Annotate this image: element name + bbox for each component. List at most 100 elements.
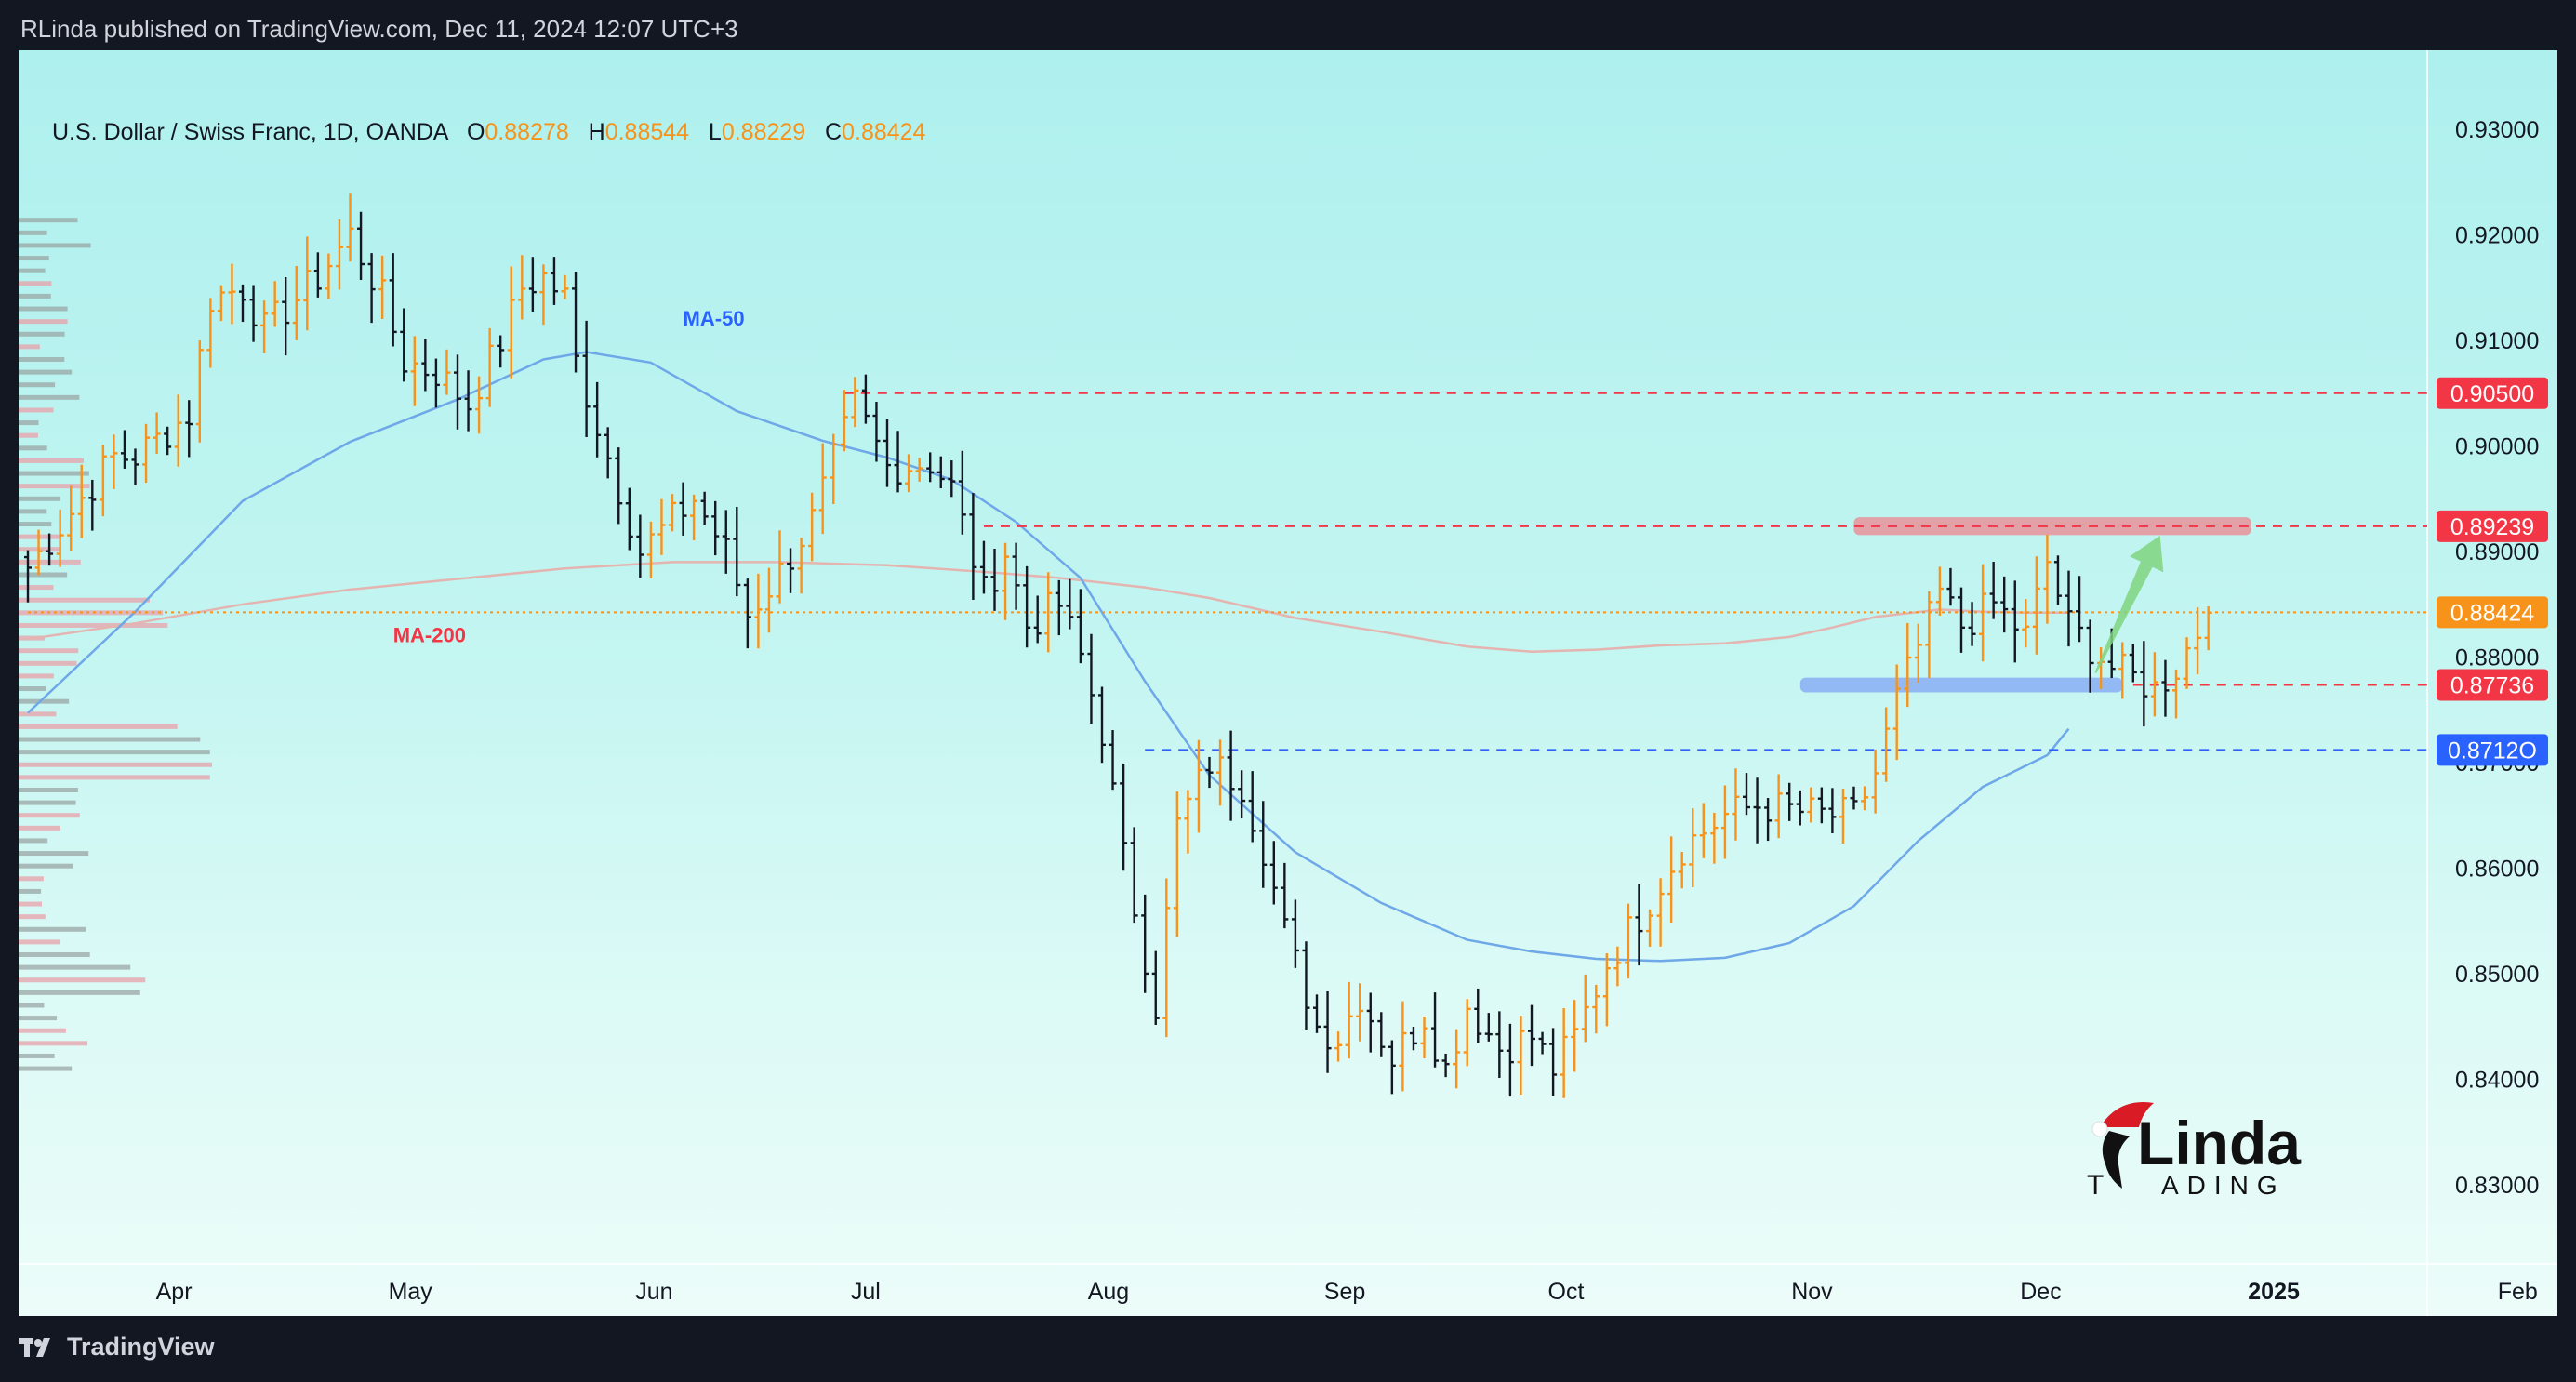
volume-profile-row [19, 496, 60, 501]
ohlc-bar [1571, 1000, 1579, 1072]
ohlc-bar [485, 327, 494, 407]
x-tick-label: Aug [1088, 1279, 1129, 1305]
volume-profile-row [19, 432, 38, 438]
low-label: L [708, 119, 722, 145]
close-value: 0.88424 [842, 119, 926, 145]
time-axis[interactable]: Apr May Jun Jul Aug Sep Oct Nov Dec 2025 Feb [156, 1279, 2538, 1305]
ohlc-bar [1624, 903, 1632, 979]
volume-profile-row [19, 293, 51, 299]
footer-bar [0, 1316, 2576, 1382]
volume-profile-row [19, 281, 52, 286]
ohlc-bar [1796, 790, 1804, 826]
zones [1799, 517, 2251, 693]
ohlc-bar [830, 433, 838, 505]
tradingview-brand[interactable]: TradingView [19, 1333, 215, 1362]
ohlc-bar [1549, 1028, 1558, 1096]
ohlc-bar [77, 464, 86, 538]
ohlc-bar [1968, 602, 1976, 646]
price-label-text: 0.88424 [2450, 600, 2534, 626]
ohlc-bar [625, 487, 633, 551]
ohlc-bar [1839, 789, 1847, 844]
ohlc-bar [1646, 909, 1654, 947]
volume-profile-row [19, 698, 70, 704]
zone-blue [1799, 677, 2123, 693]
volume-profile-row [19, 952, 90, 958]
ohlc-bar [979, 540, 988, 594]
ohlc-bar [217, 285, 225, 322]
ohlc-bar [1538, 1031, 1547, 1055]
ohlc-bar [1259, 801, 1268, 888]
ohlc-bar [776, 530, 784, 604]
volume-profile-row [19, 851, 89, 857]
ohlc-bar [1581, 974, 1589, 1043]
volume-profile-row [19, 572, 68, 578]
ohlc-bar [153, 412, 161, 454]
ohlc-bar [669, 494, 676, 532]
volume-profile-row [19, 1016, 58, 1021]
header-bar: RLinda published on TradingView.com, Dec… [0, 0, 2576, 50]
ohlc-bar [1238, 770, 1246, 819]
santa-hat-icon [2100, 1102, 2154, 1127]
ohlc-bar [550, 257, 558, 305]
ohlc-bar [1935, 566, 1944, 617]
ohlc-bar [2086, 619, 2094, 693]
volume-profile-row [19, 369, 73, 375]
y-tick-label: 0.92000 [2455, 223, 2539, 249]
logo-initial: T [2087, 1170, 2109, 1201]
volume-profile-row [19, 787, 78, 792]
open-label: O [466, 119, 485, 145]
logo-text-top: Linda [2137, 1109, 2302, 1177]
ohlc-bar [249, 285, 258, 342]
ohlc-bar [174, 394, 182, 467]
ohlc-bar [292, 265, 300, 341]
volume-profile-row [19, 597, 150, 603]
ohlc-bar [432, 358, 440, 408]
volume-profile-row [19, 990, 140, 995]
ohlc-bar [1463, 999, 1471, 1067]
ohlc-bar [818, 443, 827, 535]
ohlc-bar [497, 335, 505, 368]
ohlc-bar [335, 219, 343, 290]
ohlc-bar [2000, 576, 2009, 633]
ohlc-bar [657, 498, 666, 555]
ohlc-bar [905, 454, 913, 493]
ohlc-bar [1699, 803, 1707, 858]
ohlc-bar [1495, 1011, 1504, 1078]
ohlc-bar [1313, 994, 1321, 1033]
ohlc-bar [1334, 1031, 1343, 1062]
y-tick-label: 0.85000 [2455, 962, 2539, 988]
x-tick-label: Oct [1548, 1279, 1585, 1305]
ohlc-bar [475, 376, 484, 434]
chart-svg[interactable]: MA-50 MA-200 0.93000 0.92000 0.91000 0.90000… [19, 50, 2557, 1316]
ohlc-bar [1882, 707, 1891, 782]
ohlc-bar [67, 485, 75, 551]
x-tick-label: Apr [156, 1279, 193, 1305]
ohlc-bar [1248, 771, 1256, 843]
x-tick-label: Sep [1324, 1279, 1365, 1305]
ohlc-bar [1892, 664, 1901, 761]
volume-profile-row [19, 1041, 88, 1046]
ohlc-bar [1946, 567, 1955, 606]
ohlc-bar [410, 336, 418, 406]
ohlc-bar [2172, 669, 2180, 719]
ohlc-bar [1602, 952, 1611, 1027]
ohlc-bar [325, 253, 333, 299]
ohlc-bar [2011, 580, 2019, 663]
ohlc-bar [2161, 659, 2170, 717]
ohlc-bar [1979, 564, 1987, 662]
zone-red [1853, 517, 2251, 536]
ohlc-bar [1356, 983, 1364, 1042]
volume-profile-row [19, 800, 76, 805]
ohlc-bar [1399, 1001, 1407, 1092]
volume-profile-row [19, 673, 54, 679]
volume-profile-row [19, 522, 52, 527]
high-value: 0.88544 [604, 119, 690, 145]
chart-frame[interactable]: MA-50 MA-200 0.93000 0.92000 0.91000 0.90000… [19, 50, 2557, 1316]
symbol-legend: U.S. Dollar / Swiss Franc, 1D, OANDA O0.… [52, 119, 925, 146]
price-label-boxes: 0.90500 0.89239 0.88424 0.87736 0.8712O [2437, 377, 2548, 766]
high-label: H [588, 119, 605, 145]
volume-profile-row [19, 319, 68, 325]
ohlc-bar [787, 548, 795, 593]
price-axis[interactable]: 0.93000 0.92000 0.91000 0.90000 0.89000 0.880… [2455, 117, 2539, 1199]
ohlc-bar [1807, 787, 1815, 823]
